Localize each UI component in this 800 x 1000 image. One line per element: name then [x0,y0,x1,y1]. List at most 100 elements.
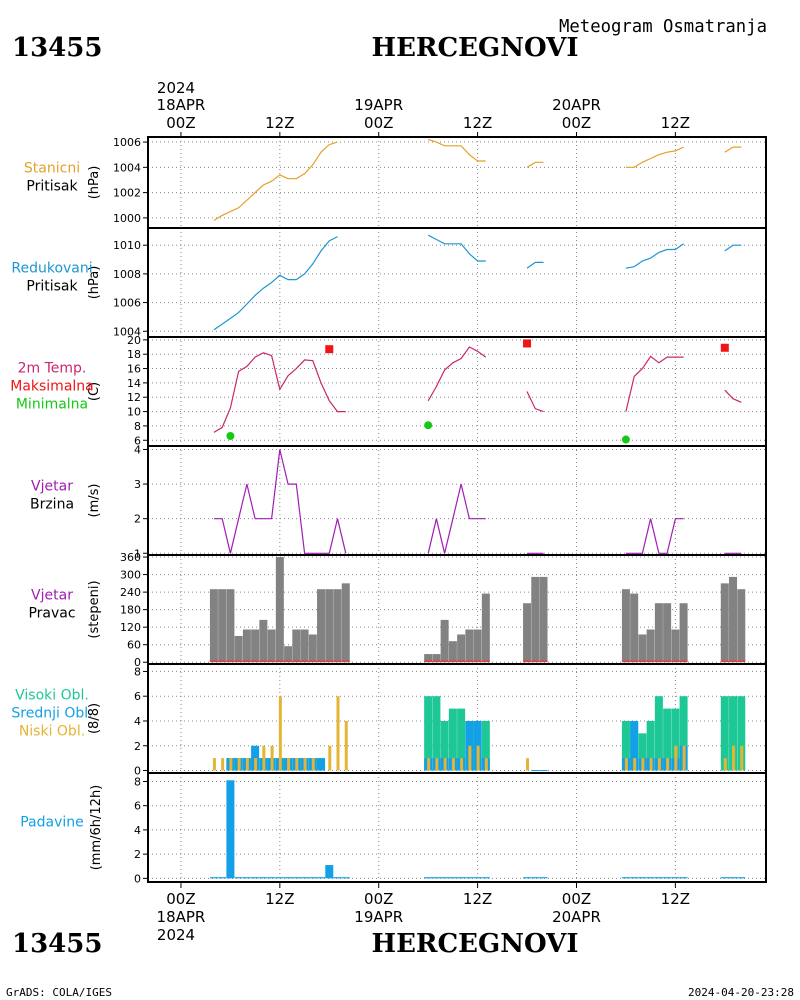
precip-bar [432,877,441,879]
direction-bar [325,589,334,663]
cloud-low-bar [237,758,241,771]
direction-bar [679,603,688,663]
cloud-high-bar [729,696,738,771]
panel-title-line: Srednji Obl. [11,706,92,722]
y-tick-label: 8 [134,665,141,678]
panel-title-line: Brzina [30,497,74,513]
precip-bar [292,877,301,879]
direction-bar [284,646,293,663]
precip-bar [234,877,243,879]
y-tick-label: 1006 [113,297,141,310]
panel-title-line: Vjetar [31,588,73,604]
series-line [526,261,544,269]
top-hour-label: 12Z [463,114,492,132]
series-line [213,352,346,433]
precip-bar [679,877,688,879]
panel-title-line: Pritisak [26,279,78,295]
y-tick-label: 0 [134,872,141,885]
precip-bar [621,877,630,879]
cloud-high-bar [457,708,466,771]
panel-5: 0 60 120 180 240 300 360 (stepeni) Vjetar Pravac [28,551,767,669]
panel-7: 0 2 4 6 8 (mm/6h/12h) Padavine [20,772,767,885]
series-line [213,449,347,554]
direction-bar [292,629,301,663]
y-tick-label: 2 [134,848,141,861]
cloud-low-bar [476,745,480,771]
tmin-marker [424,421,433,430]
precip-bar [300,877,309,879]
direction-bar [242,629,251,663]
direction-bar [630,593,639,663]
bottom-date-label: 18APR [157,908,206,926]
direction-bar [226,589,235,663]
cloud-low-bar [526,758,530,771]
cloud-low-bar [468,745,472,771]
y-axis-label: (8/8) [87,703,102,734]
y-tick-label: 10 [127,406,141,419]
tmax-marker [325,345,334,354]
panel-title-line: Maksimalna [10,379,94,395]
tmax-marker [720,343,729,352]
cloud-mid-bar [630,720,639,771]
precip-bar [275,877,284,879]
cloud-low-bar [254,758,258,771]
y-tick-label: 180 [120,604,141,617]
cloud-low-bar [427,758,431,771]
precip-bar [539,877,548,879]
cloud-low-bar [270,745,274,771]
precip-bar [242,877,251,879]
direction-bar [523,603,532,663]
precip-bar [646,877,655,879]
panel-2: 1004 1006 1008 1010 (hPa)Redukovani Pritisak [11,227,767,338]
top-hour-label: 12Z [265,114,294,132]
y-tick-label: 1002 [113,187,141,200]
panel-title-line: Vjetar [31,479,73,495]
direction-bar [432,654,441,663]
y-tick-label: 120 [120,621,141,634]
precip-bar [267,877,276,879]
y-axis-label: (hPa) [87,266,102,300]
station-id-top: 13455 [12,33,102,63]
series-line [625,146,684,168]
direction-bar [473,629,482,663]
cloud-low-bar [732,745,736,771]
precip-bar [341,877,350,879]
y-tick-label: 300 [120,569,141,582]
direction-bar [259,619,268,663]
cloud-low-bar [740,745,744,771]
y-tick-label: 3 [134,478,141,491]
y-tick-label: 2 [134,513,141,526]
precip-bar [523,877,532,879]
precip-bar [251,877,260,879]
cloud-low-bar [212,758,216,771]
cloud-low-bar [295,758,299,771]
y-tick-label: 16 [127,363,141,376]
cloud-high-bar [720,696,729,771]
direction-bar [275,557,284,663]
panel-4: 1 2 3 4 (m/s) Vjetar Brzina [30,443,767,560]
bottom-hour-label: 12Z [661,890,690,908]
direction-bar [424,654,433,663]
cloud-high-bar [646,720,655,771]
cloud-low-bar [303,758,307,771]
station-id-bottom: 13455 [12,929,102,959]
precip-bar [473,877,482,879]
cloud-high-bar [440,720,449,771]
y-axis-label: (mm/6h/12h) [89,785,104,871]
cloud-low-bar [311,758,315,771]
direction-bar [457,634,466,663]
direction-bar [218,589,227,663]
precip-bar [259,877,268,879]
y-tick-label: 14 [127,377,141,390]
station-name-bottom: HERCEGNOVI [372,929,579,959]
panel-title-line: Padavine [20,815,84,831]
y-tick-label: 0 [134,656,141,669]
series-line [724,146,742,153]
y-tick-label: 6 [134,800,141,813]
cloud-low-bar [484,758,488,771]
direction-bar [531,576,540,663]
bottom-date-label: 20APR [552,908,601,926]
year-label-top: 2024 [157,79,195,97]
y-tick-label: 1008 [113,268,141,281]
